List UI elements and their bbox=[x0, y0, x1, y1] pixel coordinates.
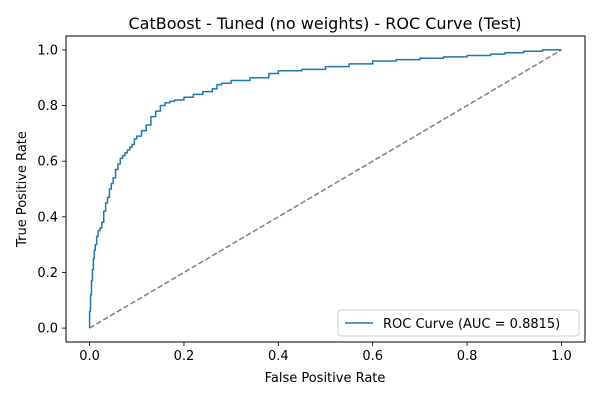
x-axis-ticks: 0.0 0.2 0.4 0.6 0.8 1.0 bbox=[79, 342, 572, 364]
y-tick-label: 0.8 bbox=[37, 99, 58, 114]
plot-area bbox=[65, 35, 586, 343]
y-axis-ticks: 0.0 0.2 0.4 0.6 0.8 1.0 bbox=[37, 43, 66, 337]
y-tick-label: 1.0 bbox=[37, 43, 58, 58]
x-tick-label: 0.8 bbox=[457, 349, 478, 364]
x-tick-label: 0.6 bbox=[362, 349, 383, 364]
y-tick-label: 0.6 bbox=[37, 155, 58, 170]
x-axis-label: False Positive Rate bbox=[265, 371, 386, 386]
axes-frame bbox=[65, 35, 586, 343]
x-tick-label: 0.0 bbox=[79, 349, 100, 364]
y-tick-label: 0.2 bbox=[37, 266, 58, 281]
legend: ROC Curve (AUC = 0.8815) bbox=[337, 309, 580, 337]
y-axis-label: True Positive Rate bbox=[15, 131, 30, 248]
x-tick-label: 0.2 bbox=[174, 349, 195, 364]
legend-label-roc: ROC Curve (AUC = 0.8815) bbox=[383, 317, 560, 332]
y-tick-label: 0.4 bbox=[37, 210, 58, 225]
series-line-diagonal bbox=[89, 49, 562, 329]
x-tick-label: 0.4 bbox=[268, 349, 289, 364]
legend-box bbox=[337, 309, 580, 337]
chart-title: CatBoost - Tuned (no weights) - ROC Curv… bbox=[128, 14, 521, 33]
y-tick-label: 0.0 bbox=[37, 322, 58, 337]
series-line-roc bbox=[88, 49, 562, 329]
x-tick-label: 1.0 bbox=[551, 349, 572, 364]
chart-marks bbox=[88, 49, 562, 329]
